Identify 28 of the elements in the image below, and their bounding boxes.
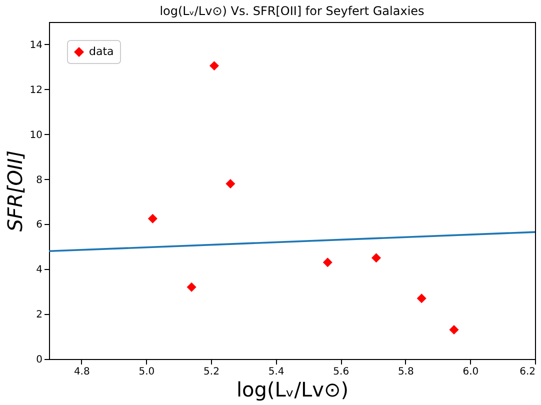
y-tick-label: 2 <box>36 310 42 321</box>
x-tick-label: 5.6 <box>333 366 350 378</box>
y-tick-label: 12 <box>30 84 42 96</box>
y-tick-label: 10 <box>30 130 42 141</box>
legend-label: data <box>89 45 114 58</box>
point <box>416 294 426 304</box>
point <box>148 214 158 224</box>
x-tick-label: 5.8 <box>398 366 414 378</box>
x-tick-label: 4.8 <box>74 366 90 378</box>
x-tick-label: 6.2 <box>520 366 536 378</box>
y-tick-label: 14 <box>30 40 42 51</box>
point <box>322 258 332 268</box>
x-tick-label: 5.4 <box>268 366 284 378</box>
point <box>209 61 219 71</box>
x-tick-label: 5.0 <box>138 366 155 378</box>
point <box>449 325 459 335</box>
y-axis-title: SFR[OII] <box>2 150 27 232</box>
x-tick-label: 6.0 <box>462 366 479 378</box>
y-tick-label: 0 <box>36 354 42 366</box>
point <box>186 282 196 292</box>
x-tick-label: 5.2 <box>204 366 220 378</box>
point <box>226 179 236 189</box>
y-tick-label: 4 <box>36 264 42 276</box>
chart-title: log(Lᵥ/Lv⊙) Vs. SFR[OII] for Seyfert Galaxies <box>160 4 424 18</box>
point <box>371 253 381 263</box>
y-tick-label: 6 <box>36 220 42 231</box>
y-tick-label: 8 <box>36 174 42 186</box>
x-axis-title: log(Lᵥ/Lv⊙) <box>236 378 349 402</box>
